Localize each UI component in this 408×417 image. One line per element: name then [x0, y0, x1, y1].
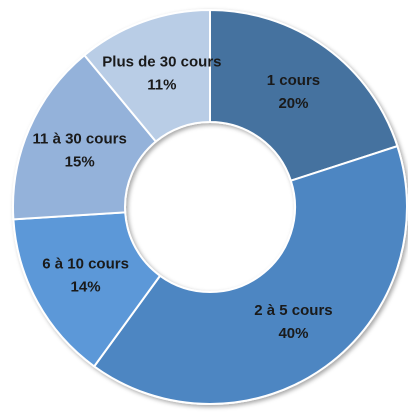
slice-label: Plus de 30 cours [102, 53, 221, 70]
slice-label: 2 à 5 cours [254, 302, 332, 319]
slice [12, 211, 162, 368]
value-label: 40% [278, 325, 308, 342]
slice [12, 53, 158, 221]
value-label: 14% [71, 278, 101, 295]
slice [83, 8, 211, 143]
slice-label: 11 à 30 cours [33, 131, 127, 148]
slice [209, 8, 399, 182]
slice-label: 1 cours [267, 72, 320, 89]
donut [12, 8, 408, 405]
value-label: 20% [278, 95, 308, 112]
slice-label: 6 à 10 cours [42, 255, 129, 272]
slice [92, 144, 408, 405]
value-label: 11% [147, 76, 176, 93]
value-label: 15% [65, 154, 95, 171]
